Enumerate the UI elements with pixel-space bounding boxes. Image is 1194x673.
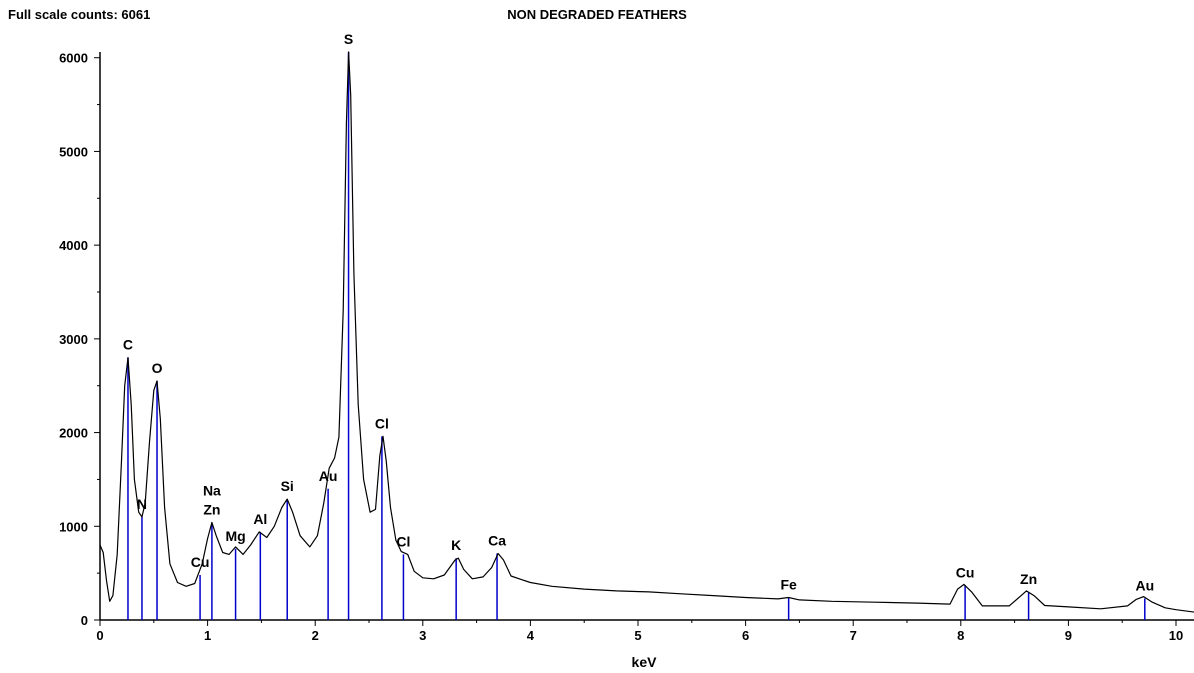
- peak-label-9: S: [344, 31, 353, 47]
- peak-label-4: Na Zn: [203, 483, 221, 518]
- x-tick-label-4: 4: [527, 628, 535, 643]
- peak-label-17: Au: [1135, 577, 1154, 593]
- y-tick-label-1000: 1000: [59, 519, 88, 534]
- spectrum-line: [99, 51, 1194, 613]
- peak-markers: [127, 52, 1146, 620]
- peak-label-1: N: [137, 496, 147, 512]
- peak-label-14: Fe: [780, 577, 797, 593]
- peak-label-15: Cu: [956, 564, 975, 580]
- x-tick-label-3: 3: [419, 628, 426, 643]
- peak-label-3: Cu: [191, 554, 210, 570]
- y-tick-label-0: 0: [81, 613, 88, 628]
- x-tick-label-7: 7: [850, 628, 857, 643]
- peak-label-8: Au: [319, 468, 338, 484]
- peak-label-10: Cl: [375, 415, 389, 431]
- x-tick-label-0: 0: [96, 628, 103, 643]
- x-tick-label-2: 2: [312, 628, 319, 643]
- x-axis-title: keV: [632, 654, 658, 670]
- y-tick-label-3000: 3000: [59, 332, 88, 347]
- y-tick-label-2000: 2000: [59, 426, 88, 441]
- peak-label-0: C: [123, 337, 133, 353]
- x-tick-label-8: 8: [957, 628, 964, 643]
- axes: 0 1 2 3 4 5 6 7 8 9 10 0 1000 2000 3000 4000 5000 6000: [59, 51, 1194, 643]
- peak-label-13: Ca: [488, 532, 506, 548]
- x-tick-label-5: 5: [634, 628, 641, 643]
- y-tick-label-6000: 6000: [59, 51, 88, 66]
- x-tick-label-10: 10: [1169, 628, 1183, 643]
- peak-label-12: K: [451, 537, 461, 553]
- x-tick-label-9: 9: [1065, 628, 1072, 643]
- full-scale-counts: Full scale counts: 6061: [8, 7, 151, 22]
- chart-title: NON DEGRADED FEATHERS: [507, 7, 687, 22]
- x-tick-label-6: 6: [742, 628, 749, 643]
- x-tick-label-1: 1: [204, 628, 211, 643]
- y-tick-label-5000: 5000: [59, 144, 88, 159]
- spectrum-series: [99, 51, 1194, 613]
- peak-label-16: Zn: [1020, 571, 1037, 587]
- peak-label-5: Mg: [225, 528, 245, 544]
- peak-label-11: Cl: [396, 533, 410, 549]
- peak-label-6: Al: [253, 511, 267, 527]
- peak-label-7: Si: [281, 478, 294, 494]
- y-tick-label-4000: 4000: [59, 238, 88, 253]
- peak-label-2: O: [152, 360, 163, 376]
